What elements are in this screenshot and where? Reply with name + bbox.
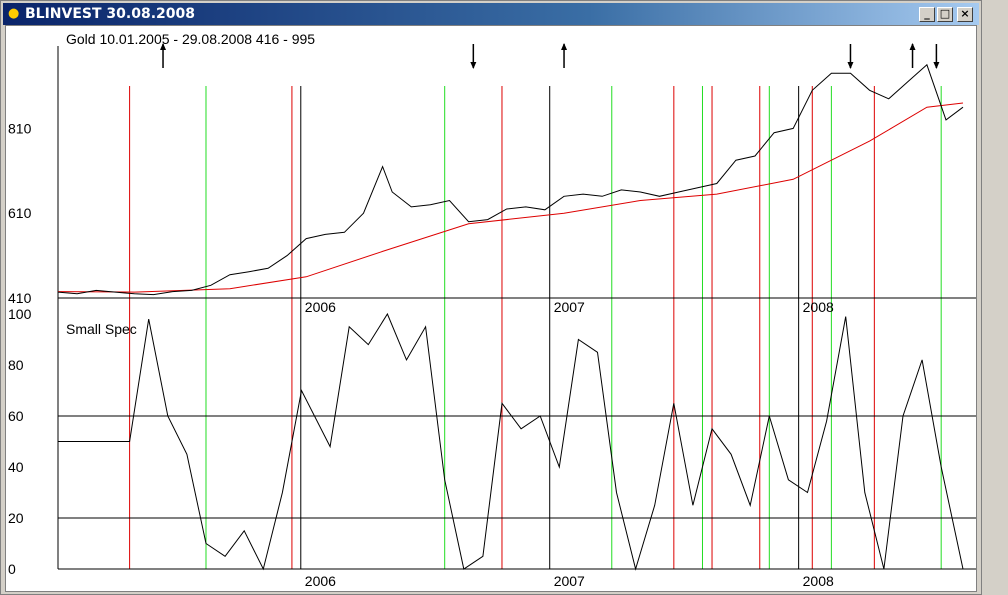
spec-y-tick-label: 100	[8, 306, 32, 322]
signal-arrow-down	[847, 44, 854, 69]
spec-y-tick-label: 80	[8, 357, 24, 373]
gold-moving-average-line	[57, 102, 964, 293]
signal-arrow-down	[470, 44, 477, 69]
arrow-head	[470, 62, 477, 69]
spec-year-label: 2007	[554, 573, 585, 589]
small-spec-line	[58, 312, 964, 571]
spec-year-label: 2006	[305, 573, 336, 589]
gold-year-label: 2007	[554, 299, 585, 315]
spec-y-tick-label: 60	[8, 408, 24, 424]
maximize-button[interactable]: □	[937, 7, 953, 22]
arrow-head	[847, 62, 854, 69]
signal-arrow-up	[160, 43, 167, 68]
window-title: BLINVEST 30.08.2008	[25, 6, 195, 22]
arrow-head	[160, 43, 167, 50]
spec-y-tick-label: 40	[8, 459, 24, 475]
gold-chart-title: Gold 10.01.2005 - 29.08.2008 416 - 995	[66, 31, 315, 47]
signal-arrow-up	[909, 43, 916, 68]
gold-y-tick-label: 810	[8, 120, 32, 136]
small-spec-title: Small Spec	[66, 321, 137, 337]
gold-year-label: 2006	[305, 299, 336, 315]
arrow-head	[561, 43, 568, 50]
chart-area: 410 610 810 0 20 40 60 80 100 2006 2007 2008 2006 200…	[5, 25, 977, 592]
arrow-head	[909, 43, 916, 50]
close-button[interactable]: ×	[957, 7, 973, 22]
signal-arrow-down	[933, 44, 940, 69]
signal-arrow-up	[561, 43, 568, 68]
title-bar[interactable]: ● BLINVEST 30.08.2008 _ □ ×	[3, 3, 979, 25]
spec-y-tick-label: 20	[8, 510, 24, 526]
gold-year-label: 2008	[803, 299, 834, 315]
gold-y-tick-label: 410	[8, 290, 32, 306]
gold-y-tick-label: 610	[8, 205, 32, 221]
app-window: ● BLINVEST 30.08.2008 _ □ × 410 610 810 0 20…	[0, 0, 982, 595]
spec-y-tick-label: 0	[8, 561, 16, 577]
app-icon: ●	[8, 6, 20, 21]
minimize-button[interactable]: _	[919, 7, 935, 22]
arrow-head	[933, 62, 940, 69]
chart-svg: 410 610 810 0 20 40 60 80 100 2006 2007 2008 2006 200…	[8, 31, 976, 589]
gold-price-line	[57, 63, 964, 296]
spec-year-label: 2008	[803, 573, 834, 589]
